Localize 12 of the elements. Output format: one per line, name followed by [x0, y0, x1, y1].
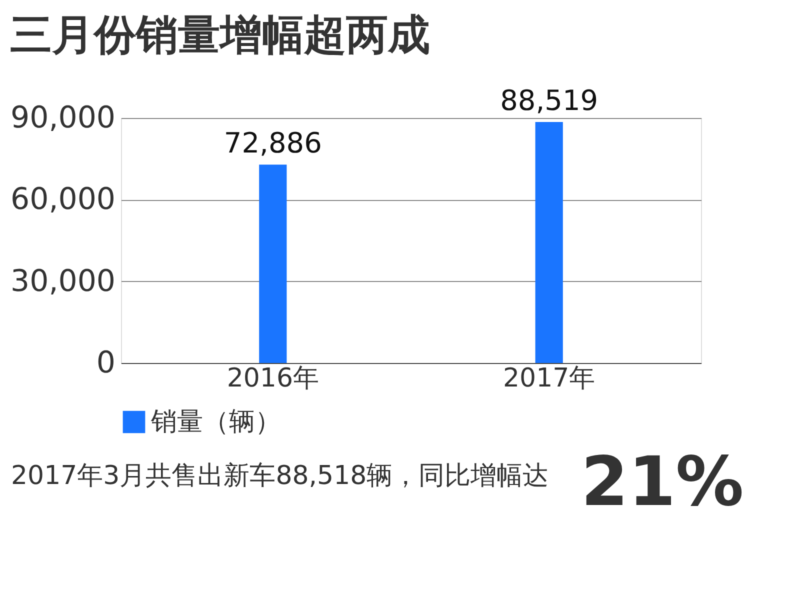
text: 2017年3月共售出新车88,518辆，同比增幅达	[11, 461, 549, 491]
chart-title: 三月份销量增幅超两成	[10, 10, 430, 60]
data-label: 88,519	[500, 84, 598, 118]
y-tick-label: 90,000	[10, 100, 116, 136]
y-tick-label: 30,000	[10, 264, 116, 299]
y-tick-label: 0	[96, 346, 116, 380]
y-tick-label: 60,000	[10, 182, 116, 218]
x-tick-label: 2016年	[226, 364, 319, 394]
data-label: 72,886	[224, 126, 322, 160]
legend-label: 销量（辆）	[150, 407, 281, 437]
text: 21%	[581, 443, 744, 522]
x-tick-label: 2017年	[503, 364, 596, 394]
